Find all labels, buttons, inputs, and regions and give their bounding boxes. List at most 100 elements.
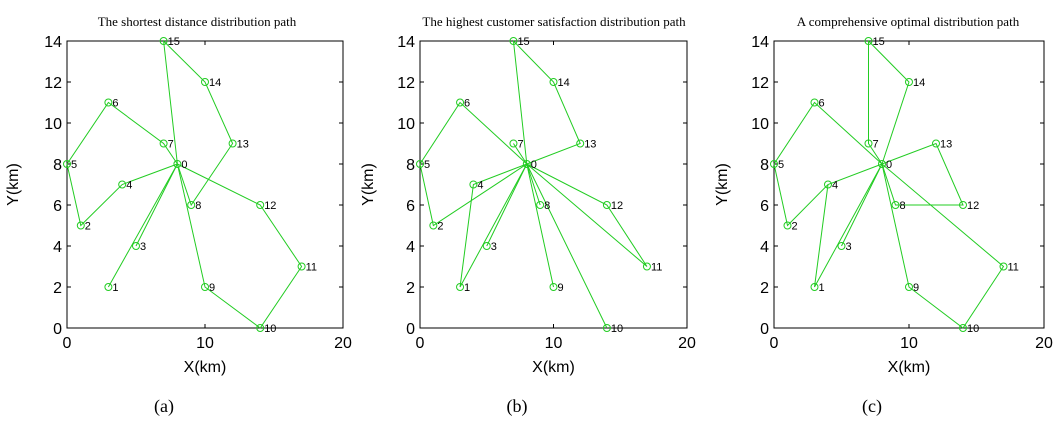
node-label-5: 5 <box>778 159 784 171</box>
y-tick-label: 6 <box>53 198 62 215</box>
chart-title: A comprehensive optimal distribution pat… <box>797 14 1020 29</box>
node-marker-11 <box>642 262 651 271</box>
node-label-14: 14 <box>209 77 221 89</box>
route-line-5 <box>881 163 1005 329</box>
y-tick-label: 6 <box>760 198 769 215</box>
y-tick-label: 14 <box>44 34 62 51</box>
node-marker-9 <box>549 283 558 291</box>
node-label-11: 11 <box>1008 262 1019 274</box>
y-tick-label: 2 <box>760 280 769 297</box>
node-marker-15 <box>159 37 168 45</box>
node-marker-1 <box>456 283 465 291</box>
node-marker-0 <box>878 160 886 168</box>
node-label-6: 6 <box>112 98 118 110</box>
chart-panel-1: The highest customer satisfaction distri… <box>360 14 696 417</box>
route-line-3 <box>814 163 883 288</box>
y-tick-label: 2 <box>53 280 62 297</box>
node-marker-7 <box>159 139 168 148</box>
node-label-11: 11 <box>651 262 662 274</box>
node-marker-3 <box>837 242 846 250</box>
node-marker-11 <box>297 262 306 271</box>
y-tick-label: 8 <box>760 157 769 174</box>
node-marker-10 <box>256 324 265 332</box>
y-tick-label: 10 <box>751 116 769 133</box>
node-marker-10 <box>602 324 611 332</box>
node-label-2: 2 <box>85 221 91 233</box>
route-line-5 <box>526 163 554 288</box>
node-marker-6 <box>810 98 819 107</box>
route-line-4 <box>162 39 234 207</box>
node-marker-14 <box>201 78 209 86</box>
node-marker-5 <box>63 160 71 168</box>
node-label-10: 10 <box>264 323 276 335</box>
y-tick-label: 14 <box>751 34 769 51</box>
node-label-3: 3 <box>140 241 146 253</box>
route-line-7 <box>526 163 648 267</box>
node-label-14: 14 <box>558 77 570 89</box>
node-label-11: 11 <box>306 262 317 274</box>
node-label-14: 14 <box>913 77 925 89</box>
node-label-8: 8 <box>544 200 550 212</box>
route-line-2 <box>881 142 964 206</box>
y-tick-label: 8 <box>406 157 415 174</box>
node-label-9: 9 <box>558 282 564 294</box>
y-tick-label: 12 <box>44 75 62 92</box>
y-tick-label: 4 <box>53 239 62 256</box>
y-tick-label: 4 <box>760 239 769 256</box>
node-marker-13 <box>576 139 585 148</box>
x-axis-title: X(km) <box>888 359 931 376</box>
node-label-1: 1 <box>112 282 118 294</box>
node-marker-13 <box>228 139 237 148</box>
route-line-0 <box>773 101 883 227</box>
node-marker-11 <box>999 262 1008 271</box>
route-line-8 <box>512 39 581 165</box>
x-tick-label: 10 <box>545 335 563 352</box>
node-label-0: 0 <box>531 159 537 171</box>
x-tick-label: 0 <box>63 335 72 352</box>
route-line-3 <box>513 143 528 165</box>
node-marker-3 <box>482 242 491 250</box>
y-tick-label: 6 <box>406 198 415 215</box>
node-marker-12 <box>959 201 967 209</box>
node-label-7: 7 <box>873 139 879 151</box>
node-label-15: 15 <box>517 36 529 48</box>
route-line-4 <box>841 163 883 247</box>
y-tick-label: 8 <box>53 157 62 174</box>
node-marker-2 <box>783 221 792 230</box>
node-marker-5 <box>416 160 424 168</box>
node-marker-13 <box>932 139 940 148</box>
node-marker-8 <box>891 201 900 209</box>
node-marker-6 <box>456 98 465 107</box>
node-marker-15 <box>864 37 873 45</box>
route-line-0 <box>419 101 528 227</box>
y-tick-label: 2 <box>406 280 415 297</box>
node-marker-2 <box>76 221 85 230</box>
node-label-3: 3 <box>846 241 852 253</box>
y-tick-label: 10 <box>44 116 62 133</box>
node-marker-7 <box>864 139 873 148</box>
node-label-6: 6 <box>464 98 470 110</box>
panel-caption: (c) <box>862 396 882 417</box>
route-line-2 <box>486 163 528 247</box>
node-marker-3 <box>132 242 140 250</box>
node-label-5: 5 <box>71 159 77 171</box>
x-tick-label: 20 <box>678 335 696 352</box>
y-tick-label: 0 <box>53 321 62 338</box>
node-marker-9 <box>905 283 913 291</box>
panel-caption: (b) <box>507 396 528 417</box>
node-label-13: 13 <box>237 139 249 151</box>
node-label-12: 12 <box>967 200 979 212</box>
node-label-13: 13 <box>584 139 596 151</box>
y-tick-label: 14 <box>397 34 415 51</box>
panel-caption: (a) <box>154 396 174 417</box>
chart-title: The highest customer satisfaction distri… <box>422 14 686 29</box>
node-marker-4 <box>469 180 478 189</box>
node-label-6: 6 <box>819 98 825 110</box>
node-marker-0 <box>522 160 531 168</box>
node-label-4: 4 <box>832 180 838 192</box>
node-marker-0 <box>173 160 182 168</box>
node-marker-8 <box>187 201 196 209</box>
node-marker-1 <box>810 283 819 291</box>
y-tick-label: 0 <box>760 321 769 338</box>
node-label-1: 1 <box>464 282 470 294</box>
